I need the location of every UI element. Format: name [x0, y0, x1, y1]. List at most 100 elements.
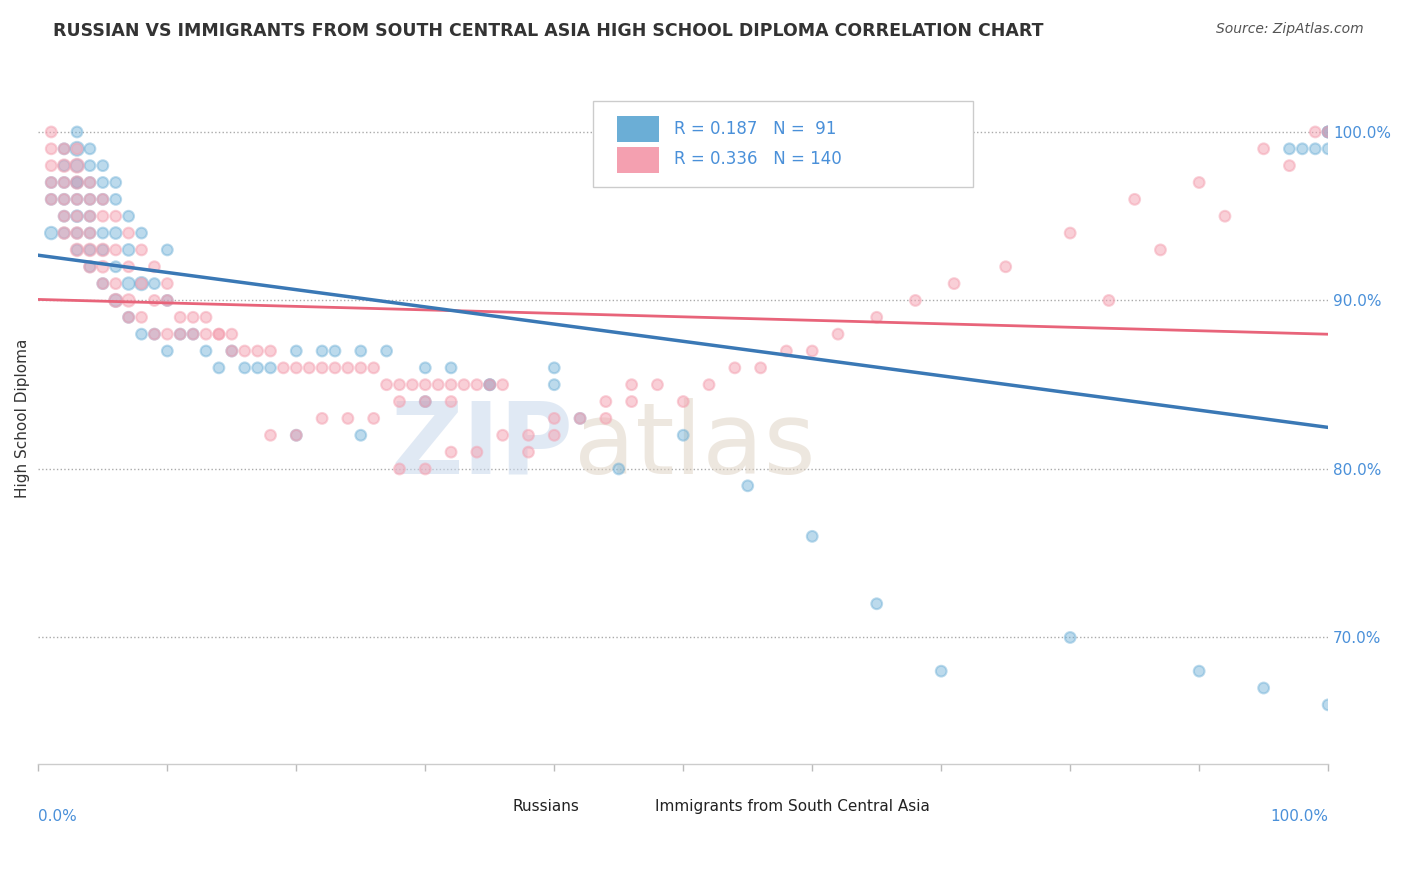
Point	[79, 243, 101, 257]
Point	[440, 377, 463, 392]
Point	[156, 243, 179, 257]
Point	[66, 176, 89, 190]
Point	[375, 377, 398, 392]
Point	[401, 377, 423, 392]
Point	[91, 277, 114, 291]
Point	[1303, 125, 1326, 139]
Point	[737, 479, 759, 493]
Point	[169, 327, 191, 342]
Point	[311, 344, 333, 359]
Point	[259, 344, 281, 359]
Point	[131, 327, 153, 342]
Point	[53, 209, 76, 223]
Point	[156, 277, 179, 291]
Point	[233, 360, 256, 375]
Point	[79, 243, 101, 257]
Point	[1303, 142, 1326, 156]
Point	[131, 243, 153, 257]
Text: Source: ZipAtlas.com: Source: ZipAtlas.com	[1216, 22, 1364, 37]
Point	[117, 243, 139, 257]
Point	[569, 411, 592, 425]
Point	[285, 344, 308, 359]
Text: 0.0%: 0.0%	[38, 809, 77, 823]
Point	[607, 462, 630, 476]
Point	[311, 360, 333, 375]
Point	[91, 192, 114, 206]
FancyBboxPatch shape	[593, 101, 973, 187]
Point	[181, 327, 204, 342]
Point	[91, 260, 114, 274]
Text: ZIP: ZIP	[391, 398, 574, 494]
Point	[104, 293, 127, 308]
Point	[39, 176, 62, 190]
Point	[336, 411, 359, 425]
Point	[66, 192, 89, 206]
Point	[323, 360, 346, 375]
Text: RUSSIAN VS IMMIGRANTS FROM SOUTH CENTRAL ASIA HIGH SCHOOL DIPLOMA CORRELATION CH: RUSSIAN VS IMMIGRANTS FROM SOUTH CENTRAL…	[53, 22, 1043, 40]
Point	[233, 344, 256, 359]
Point	[39, 159, 62, 173]
Point	[79, 209, 101, 223]
Point	[440, 360, 463, 375]
Point	[53, 192, 76, 206]
Point	[543, 377, 565, 392]
Point	[79, 159, 101, 173]
Point	[388, 377, 411, 392]
Point	[1149, 243, 1171, 257]
Point	[169, 327, 191, 342]
Point	[1188, 176, 1211, 190]
Point	[478, 377, 501, 392]
Point	[478, 377, 501, 392]
Point	[595, 411, 617, 425]
Point	[131, 226, 153, 240]
Text: Russians: Russians	[513, 799, 579, 814]
Point	[246, 344, 269, 359]
Point	[440, 445, 463, 459]
Point	[53, 142, 76, 156]
Point	[53, 176, 76, 190]
Point	[543, 411, 565, 425]
Point	[323, 344, 346, 359]
Point	[221, 344, 243, 359]
Point	[79, 226, 101, 240]
Point	[104, 277, 127, 291]
Point	[39, 176, 62, 190]
Point	[413, 394, 436, 409]
Point	[91, 209, 114, 223]
Point	[66, 159, 89, 173]
Point	[1291, 142, 1313, 156]
Point	[413, 462, 436, 476]
Point	[543, 360, 565, 375]
Point	[104, 293, 127, 308]
Point	[866, 310, 889, 325]
Point	[181, 327, 204, 342]
Point	[298, 360, 321, 375]
Point	[465, 377, 488, 392]
Point	[91, 243, 114, 257]
Point	[117, 293, 139, 308]
Point	[620, 394, 643, 409]
Point	[1059, 631, 1081, 645]
Point	[427, 377, 450, 392]
Point	[1059, 226, 1081, 240]
Point	[569, 411, 592, 425]
Point	[156, 293, 179, 308]
Point	[39, 192, 62, 206]
Point	[39, 125, 62, 139]
Point	[492, 377, 515, 392]
Point	[143, 293, 166, 308]
Point	[375, 344, 398, 359]
Point	[79, 260, 101, 274]
Point	[749, 360, 772, 375]
Point	[66, 159, 89, 173]
Point	[543, 428, 565, 442]
Point	[117, 226, 139, 240]
Point	[1213, 209, 1236, 223]
Point	[91, 226, 114, 240]
Point	[91, 159, 114, 173]
Point	[478, 377, 501, 392]
Point	[117, 277, 139, 291]
Point	[79, 192, 101, 206]
Point	[1098, 293, 1121, 308]
Point	[1253, 681, 1275, 695]
